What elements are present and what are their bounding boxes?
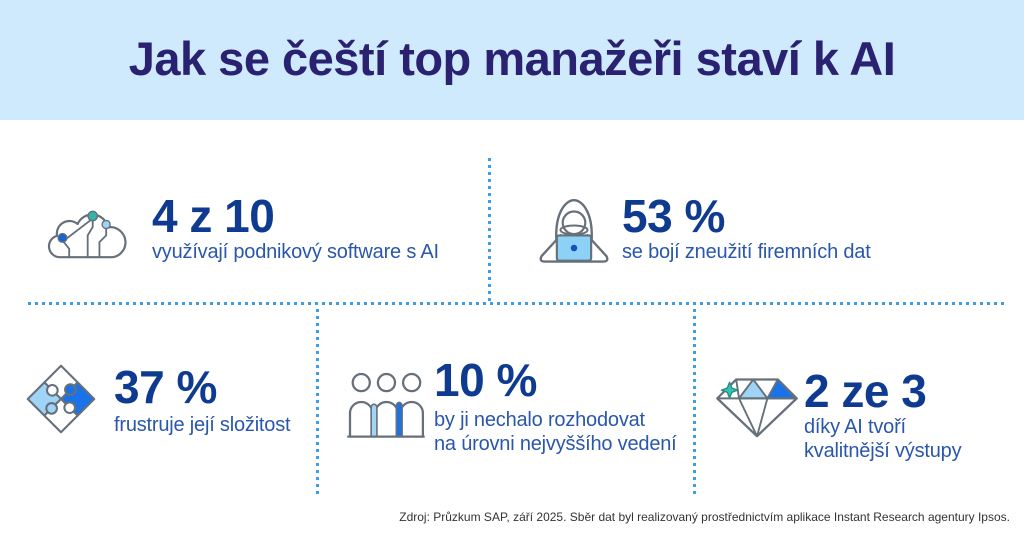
cloud-ai-icon bbox=[44, 201, 128, 263]
stat-value-output-quality: 2 ze 3 bbox=[804, 365, 927, 417]
divider-bottom-vertical-left bbox=[316, 309, 319, 497]
divider-middle-horizontal bbox=[28, 302, 1005, 305]
stat-label-complexity: frustruje její složitost bbox=[114, 414, 291, 436]
stat-label-data-misuse: se bojí zneužití firemních dat bbox=[622, 241, 871, 263]
stat-value-data-misuse: 53 % bbox=[622, 190, 725, 242]
hooded-user-laptop-icon bbox=[533, 193, 615, 267]
stat-label-ai-software: využívají podnikový software s AI bbox=[152, 241, 439, 263]
stat-label-executive-decision-line2: na úrovni nejvyššího vedení bbox=[434, 433, 677, 455]
page-title: Jak se čeští top manažeři staví k AI bbox=[128, 32, 896, 85]
stat-value-complexity: 37 % bbox=[114, 361, 217, 413]
header-band: Jak se čeští top manažeři staví k AI bbox=[0, 0, 1024, 120]
divider-top-vertical bbox=[488, 158, 491, 303]
diamond-icon bbox=[708, 370, 806, 440]
stat-value-ai-software: 4 z 10 bbox=[152, 190, 275, 242]
source-note: Zdroj: Průzkum SAP, září 2025. Sběr dat … bbox=[399, 510, 1010, 524]
people-group-icon bbox=[344, 370, 428, 442]
stat-label-output-quality-line1: díky AI tvoří bbox=[804, 416, 906, 438]
divider-bottom-vertical-right bbox=[693, 309, 696, 497]
stat-label-executive-decision-line1: by ji nechalo rozhodovat bbox=[434, 409, 645, 431]
puzzle-icon bbox=[15, 353, 107, 445]
stat-value-executive-decision: 10 % bbox=[434, 354, 537, 406]
stat-label-output-quality-line2: kvalitnější výstupy bbox=[804, 440, 962, 462]
